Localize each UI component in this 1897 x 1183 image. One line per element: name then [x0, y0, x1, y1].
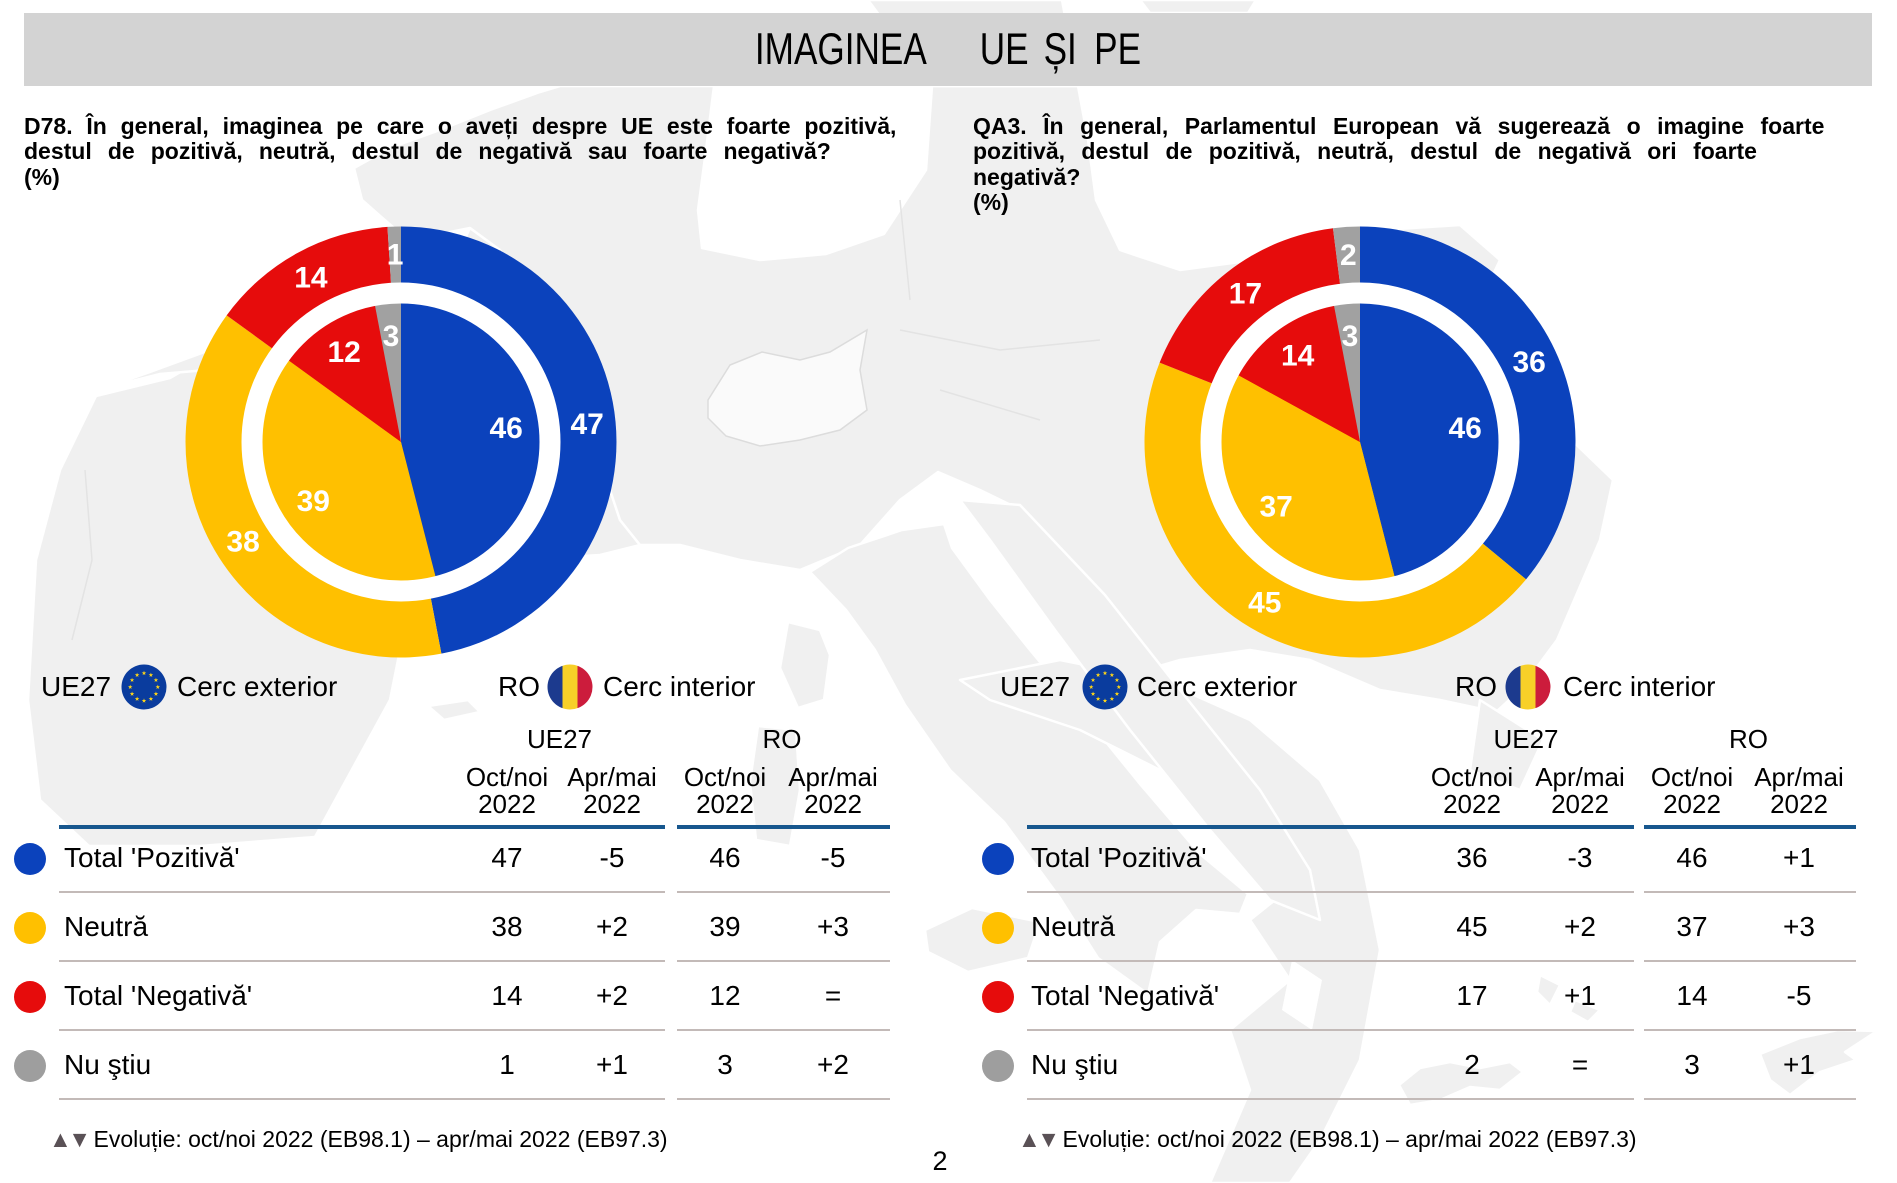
svg-text:47: 47 — [571, 408, 604, 441]
svg-text:46: 46 — [1449, 412, 1482, 445]
svg-text:2: 2 — [1340, 239, 1357, 272]
svg-text:17: 17 — [1229, 278, 1262, 311]
svg-text:12: 12 — [328, 336, 361, 369]
svg-text:46: 46 — [490, 412, 523, 445]
svg-text:14: 14 — [294, 262, 328, 295]
svg-text:3: 3 — [383, 320, 400, 353]
svg-text:3: 3 — [1342, 320, 1359, 353]
svg-text:45: 45 — [1248, 587, 1281, 620]
svg-text:1: 1 — [387, 239, 404, 272]
svg-text:38: 38 — [226, 526, 259, 559]
svg-text:39: 39 — [297, 485, 330, 518]
svg-text:36: 36 — [1513, 346, 1546, 379]
svg-text:37: 37 — [1260, 491, 1293, 524]
svg-text:14: 14 — [1281, 340, 1315, 373]
